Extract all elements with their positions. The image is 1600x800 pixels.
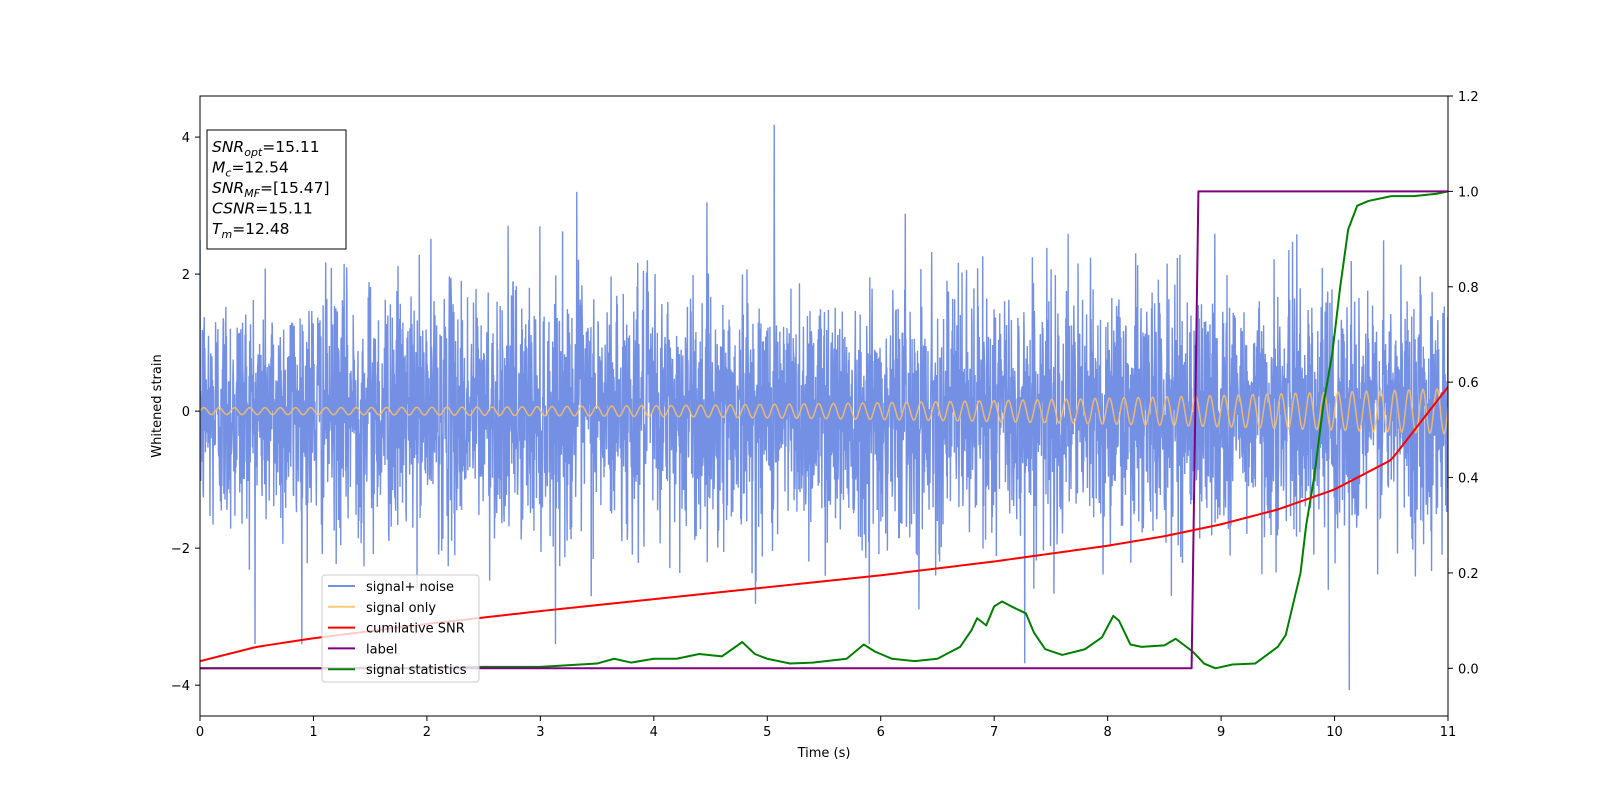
y-tick-label: 2 (182, 268, 190, 283)
x-tick-label: 9 (1217, 725, 1225, 740)
y-tick-label: 0 (182, 405, 190, 420)
x-tick-label: 8 (1103, 725, 1111, 740)
y2-tick-label: 0.0 (1458, 662, 1479, 677)
y-axis-label: Whitened strain (150, 354, 165, 457)
annotation-line: Tm=12.48 (212, 220, 290, 241)
x-tick-label: 4 (650, 725, 658, 740)
x-axis-label: Time (s) (797, 746, 851, 761)
legend-label: cumilative SNR (366, 622, 465, 637)
legend-label: signal statistics (366, 663, 467, 678)
x-tick-label: 0 (196, 725, 204, 740)
x-tick-label: 10 (1326, 725, 1343, 740)
legend-label: signal only (366, 601, 436, 616)
series-line-signal-only (200, 387, 1448, 435)
x-tick-label: 11 (1440, 725, 1457, 740)
annotation-box: SNRopt=15.11Mc=12.54SNRMF=[15.47]CSNR=15… (206, 129, 347, 250)
y2-tick-label: 1.2 (1458, 90, 1479, 105)
annotation-frame (206, 129, 347, 250)
annotation-line: CSNR=15.11 (212, 200, 313, 218)
y2-tick-label: 0.4 (1458, 472, 1479, 487)
x-tick-label: 3 (536, 725, 544, 740)
y2-tick-label: 0.8 (1458, 281, 1479, 296)
plot-frame (199, 95, 1449, 717)
y-tick-label: 4 (182, 131, 190, 146)
annotation-line: SNRopt=15.11 (212, 138, 320, 159)
annotation-line: Mc=12.54 (212, 159, 289, 180)
legend: signal+ noise signal only cumilative SNR la… (321, 574, 480, 683)
x-tick-label: 7 (990, 725, 998, 740)
legend-label: label (366, 642, 397, 657)
y2-tick-label: 0.6 (1458, 376, 1479, 391)
x-tick-label: 5 (763, 725, 771, 740)
series-line-signal-noise (200, 124, 1448, 690)
legend-frame (321, 574, 480, 683)
annotation-line: SNRMF=[15.47] (212, 179, 330, 200)
y-tick-label: −2 (171, 542, 190, 557)
y-tick-label: −4 (171, 679, 190, 694)
legend-label: signal+ noise (366, 580, 454, 595)
x-tick-label: 1 (309, 725, 317, 740)
series-line-signal-statistics (200, 190, 1448, 670)
x-tick-label: 6 (877, 725, 885, 740)
x-tick-label: 2 (423, 725, 431, 740)
y-axis-left: −4 −2 0 2 4 (171, 131, 200, 694)
y2-tick-label: 0.2 (1458, 567, 1479, 582)
y2-tick-label: 1.0 (1458, 185, 1479, 200)
x-axis: 0 1 2 3 4 5 6 7 8 9 10 11 (196, 716, 1456, 740)
y-axis-right: 0.0 0.2 0.4 0.6 0.8 1.0 1.2 (1448, 90, 1479, 677)
series-line-label (200, 190, 1448, 670)
